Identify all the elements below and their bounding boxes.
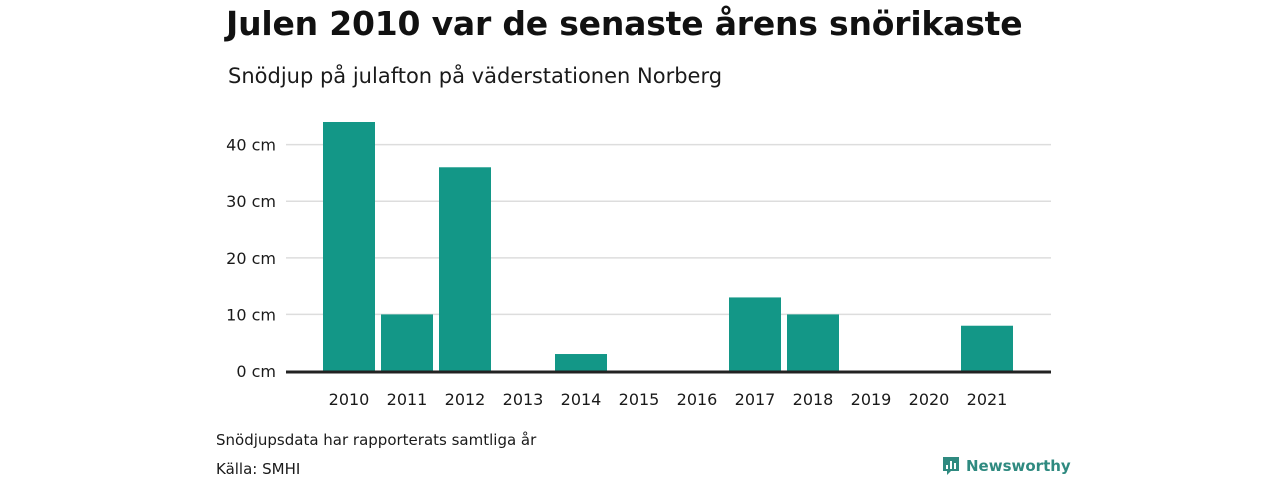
bar-2021 [961, 325, 1013, 371]
x-tick-label: 2017 [735, 390, 776, 409]
x-axis-tick-labels: 2010 2011 2012 2013 2014 2015 2016 2017 2018 2019… [329, 390, 1008, 409]
x-tick-label: 2019 [851, 390, 892, 409]
y-axis-tick-labels: 0 cm 10 cm 20 cm 30 cm 40 cm [226, 136, 276, 381]
x-tick-label: 2016 [677, 390, 718, 409]
x-tick-label: 2013 [503, 390, 544, 409]
bar-2011 [381, 314, 433, 371]
footnote: Snödjupsdata har rapporterats samtliga å… [216, 431, 537, 449]
bar-2017 [729, 297, 781, 371]
y-tick-label: 30 cm [226, 192, 276, 211]
bar-2014 [555, 354, 607, 371]
newsworthy-logo-icon [943, 457, 959, 475]
bar-2012 [439, 167, 491, 371]
bar-2010 [323, 122, 375, 371]
y-tick-label: 10 cm [226, 305, 276, 324]
gridlines [286, 143, 1051, 316]
brand-logo: Newsworthy [942, 456, 1071, 476]
bar-2018 [787, 314, 839, 371]
x-tick-label: 2010 [329, 390, 370, 409]
x-tick-label: 2011 [387, 390, 428, 409]
source-label: Källa: SMHI [216, 460, 301, 478]
chart-subtitle: Snödjup på julafton på väderstationen No… [228, 64, 723, 88]
x-tick-label: 2020 [909, 390, 950, 409]
y-tick-label: 40 cm [226, 136, 276, 155]
x-tick-label: 2014 [561, 390, 602, 409]
bars [323, 122, 1013, 371]
x-tick-label: 2018 [793, 390, 834, 409]
chart-title: Julen 2010 var de senaste årens snörikas… [226, 4, 1023, 43]
x-tick-label: 2021 [967, 390, 1008, 409]
brand-name: Newsworthy [966, 457, 1071, 475]
y-tick-label: 20 cm [226, 249, 276, 268]
x-tick-label: 2015 [619, 390, 660, 409]
x-tick-label: 2012 [445, 390, 486, 409]
y-tick-label: 0 cm [236, 362, 276, 381]
